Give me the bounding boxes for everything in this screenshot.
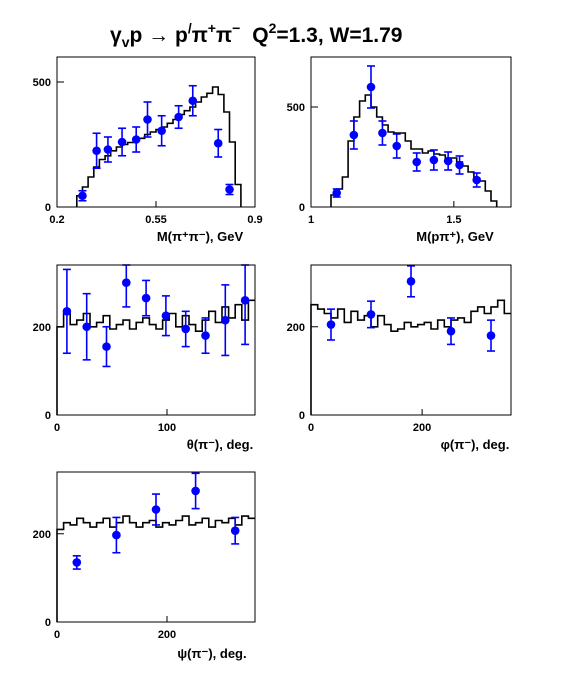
title-minus: − <box>232 20 240 36</box>
panel-2: 0 500 1 1.5 M(pπ⁺), GeV <box>287 56 512 244</box>
title-plus: + <box>208 20 216 36</box>
y-tick-label: 0 <box>45 202 51 214</box>
data-point <box>326 320 336 329</box>
panel-4: 0 200 0 200 φ(π⁻), deg. <box>287 264 512 452</box>
y-tick-label: 0 <box>45 617 51 629</box>
title-rest: =1.3, W=1.79 <box>276 24 402 47</box>
x-axis-label: ψ(π⁻), deg. <box>177 646 246 661</box>
x-tick-label: 0 <box>54 629 60 641</box>
data-point <box>230 526 240 535</box>
data-point <box>201 331 210 340</box>
data-point <box>102 342 111 351</box>
histogram-line <box>310 299 511 415</box>
histogram-line <box>56 515 255 622</box>
x-tick-label: 1 <box>308 214 314 226</box>
panel-3: 0 200 0 100 θ(π⁻), deg. <box>33 264 256 452</box>
data-point <box>443 156 453 166</box>
data-point <box>429 155 439 165</box>
data-point <box>472 175 482 185</box>
title-q: Q <box>252 24 268 47</box>
title-v-subscript: v <box>122 34 130 50</box>
data-point <box>188 96 198 106</box>
data-point <box>412 157 422 167</box>
x-axis-label: φ(π⁻), deg. <box>441 437 510 452</box>
data-point <box>131 135 141 144</box>
x-tick-label: 0.9 <box>247 214 262 226</box>
plot-frame <box>310 264 512 416</box>
y-tick-label: 500 <box>33 77 51 89</box>
data-point <box>191 486 200 496</box>
data-point <box>151 505 161 514</box>
data-point <box>406 277 416 286</box>
data-point <box>221 315 230 325</box>
x-axis-label: M(pπ⁺), GeV <box>416 229 494 244</box>
data-point <box>349 130 359 140</box>
x-axis-label: θ(π⁻), deg. <box>187 437 253 452</box>
y-tick-label: 0 <box>299 410 305 422</box>
data-point <box>213 138 223 148</box>
figure-title: γvp → p/π+π− Q2=1.3, W=1.79 <box>110 20 402 50</box>
data-point <box>78 191 87 201</box>
data-point <box>332 188 342 198</box>
y-tick-label: 200 <box>33 322 51 334</box>
data-point <box>240 295 250 305</box>
data-point <box>392 141 402 151</box>
histogram-line <box>330 94 498 207</box>
title-pi1: π <box>192 24 208 47</box>
title-q-exponent: 2 <box>269 20 277 36</box>
data-point <box>181 324 190 334</box>
data-point <box>378 128 387 138</box>
y-tick-label: 200 <box>33 529 51 541</box>
data-point <box>446 326 456 336</box>
y-tick-label: 200 <box>287 322 305 334</box>
data-point <box>225 185 234 194</box>
x-tick-label: 100 <box>158 422 176 434</box>
data-point <box>112 530 121 540</box>
title-gamma: γ <box>110 24 122 47</box>
x-axis-label: M(π⁺π⁻), GeV <box>157 229 244 244</box>
panels-group: 0 500 0.2 0.55 0.9M(π⁺π⁻), GeV 0 500 1 1.5 M(pπ⁺)… <box>33 56 512 661</box>
data-point <box>486 331 496 340</box>
data-point <box>157 126 166 136</box>
data-point <box>82 322 91 332</box>
data-point <box>455 160 464 170</box>
data-point <box>72 558 82 567</box>
data-point <box>117 137 127 147</box>
plot-frame <box>310 56 512 208</box>
panel-1: 0 500 0.2 0.55 0.9M(π⁺π⁻), GeV <box>33 56 263 244</box>
plot-frame <box>56 264 256 416</box>
title-p2: p <box>169 24 188 47</box>
y-tick-label: 0 <box>299 202 305 214</box>
title-p1: p <box>129 24 148 47</box>
title-arrow: → <box>148 24 169 47</box>
x-tick-label: 0 <box>308 422 314 434</box>
data-point <box>141 293 151 303</box>
x-tick-label: 0.2 <box>49 214 64 226</box>
data-point <box>161 311 171 321</box>
x-tick-label: 200 <box>158 629 176 641</box>
plot-frame <box>56 471 256 623</box>
data-point <box>143 115 152 124</box>
data-point <box>122 278 131 287</box>
x-tick-label: 0 <box>54 422 60 434</box>
data-point <box>366 310 376 319</box>
x-tick-label: 1.5 <box>446 214 461 226</box>
y-tick-label: 0 <box>45 410 51 422</box>
data-point <box>92 146 101 156</box>
title-pi2: π <box>216 24 232 47</box>
x-tick-label: 0.55 <box>145 214 166 226</box>
y-tick-label: 500 <box>287 102 305 114</box>
title-prime: / <box>188 20 192 36</box>
data-point <box>174 112 183 122</box>
data-point <box>366 82 376 92</box>
x-tick-label: 200 <box>413 422 431 434</box>
data-point <box>62 307 72 316</box>
data-point <box>103 145 113 154</box>
